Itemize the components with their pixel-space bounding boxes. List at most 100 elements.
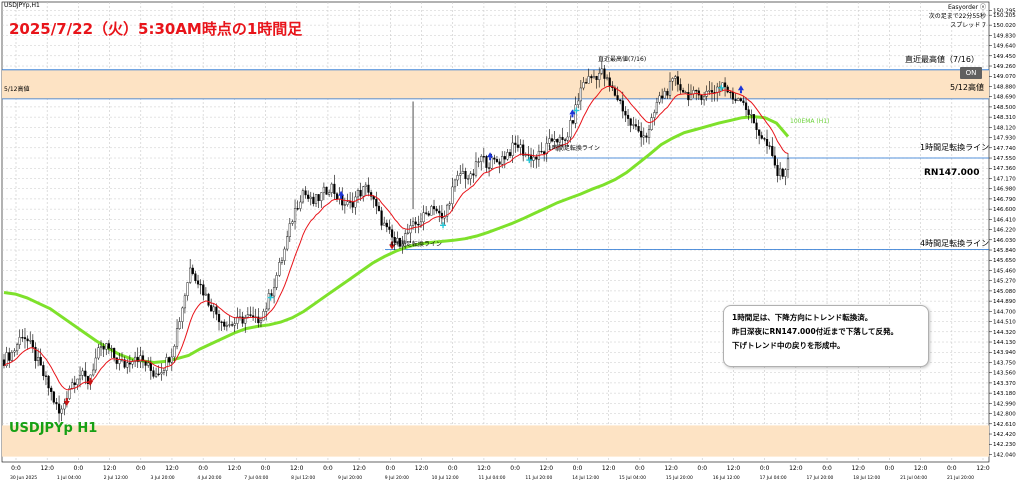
candle [191, 264, 194, 276]
arrow-stem [89, 377, 92, 381]
candle-body [267, 293, 270, 310]
candle-body [47, 375, 50, 389]
candle [136, 347, 139, 368]
hour-tick-label: 0:0 [697, 465, 707, 472]
chart-title: 2025/7/22（火）5:30AM時点の1時間足 [9, 20, 303, 38]
candle [642, 127, 645, 145]
candle [322, 182, 325, 201]
cross-marker-icon [573, 107, 580, 114]
candle-body [558, 137, 561, 143]
date-tick-label: 3 Jul 20:00 [151, 475, 175, 481]
candle-body [393, 237, 396, 243]
candle [414, 217, 417, 234]
candle [97, 344, 100, 360]
candle [582, 76, 585, 91]
candle-body [359, 190, 362, 197]
candle [314, 194, 318, 207]
candle [540, 142, 543, 154]
date-tick-label: 30 Jun 2025 [10, 475, 37, 481]
candle-body [141, 355, 145, 362]
price-tick-label: 145.650 [993, 258, 1016, 264]
candle [585, 78, 588, 84]
price-tick-label: 150.205 [993, 13, 1016, 19]
candle-body [553, 139, 556, 142]
candle-body [752, 114, 756, 124]
candle-body [170, 356, 173, 363]
candle-body [401, 243, 404, 247]
candle-body [152, 370, 155, 377]
candle [280, 257, 284, 265]
candle-body [760, 135, 763, 139]
price-tick-label: 144.320 [993, 330, 1016, 336]
candle-body [472, 173, 475, 176]
candle [624, 106, 627, 122]
candle-body [60, 408, 63, 414]
candle-body [689, 93, 693, 101]
candle-body [600, 68, 603, 74]
candle-body [723, 82, 727, 88]
candle-body [304, 190, 307, 196]
hour-tick-label: 0:0 [635, 465, 645, 472]
candle-body [144, 360, 147, 366]
candle-body [697, 90, 700, 96]
candle-body [432, 206, 436, 210]
candle-body [349, 201, 352, 203]
candle-body [175, 328, 179, 347]
candle-body [299, 201, 302, 209]
candle-body [781, 168, 784, 177]
candle-body [29, 340, 32, 342]
candle-body [674, 76, 677, 79]
candle [21, 329, 24, 342]
candle [640, 122, 643, 147]
candle [29, 331, 32, 345]
candle-body [26, 338, 29, 342]
easyorder-label[interactable]: Easyorder ⓥ [947, 4, 986, 11]
arrow-stem [489, 157, 492, 161]
candle-body [118, 359, 121, 364]
candle-body [545, 143, 548, 154]
hour-tick-label: 0:0 [885, 465, 895, 472]
on-toggle-button[interactable]: ON [960, 67, 982, 79]
candle-body [191, 267, 194, 274]
candle [658, 91, 661, 105]
candle [503, 151, 506, 169]
candle-body [501, 156, 504, 165]
price-tick-label: 145.840 [993, 248, 1016, 254]
trade-info-panel: Easyorder ⓥ 次の足まで22分55秒 スプレッド 7 [929, 3, 986, 30]
candle [47, 375, 50, 396]
candle-body [459, 173, 462, 176]
candle-body [598, 72, 601, 80]
candle-body [650, 117, 653, 130]
date-tick-label: 14 Jul 12:00 [572, 475, 599, 481]
date-tick-label: 4 Jul 20:00 [197, 475, 221, 481]
hour-tick-label: 12:0 [976, 465, 990, 472]
analysis-note-box: 1時間足は、下降方向にトレンド転換済。 昨日深夜にRN147.000付近まで下落… [723, 305, 929, 367]
candle-body [519, 144, 522, 148]
candle [726, 84, 729, 94]
candle-body [293, 208, 297, 222]
candle [31, 334, 34, 354]
hour-tick-label: 0:0 [822, 465, 832, 472]
candle-body [202, 284, 205, 296]
candle [467, 174, 470, 185]
candle-body [8, 352, 11, 361]
candle [246, 307, 249, 319]
candle [388, 219, 391, 234]
candle-body [490, 157, 493, 169]
candle-body [758, 129, 761, 136]
candle-body [307, 194, 310, 199]
candle [333, 174, 336, 200]
candle-body [626, 114, 630, 119]
candle [653, 109, 656, 126]
candle-body [280, 260, 284, 263]
candle-body [556, 139, 559, 143]
candle-body [398, 237, 402, 247]
price-zones [2, 69, 989, 457]
short-ema-line [3, 85, 789, 391]
candle-body [776, 165, 779, 176]
candle-body [63, 403, 66, 410]
candle-body [325, 186, 328, 195]
candle [233, 316, 236, 333]
candle [752, 114, 756, 124]
candle [312, 192, 315, 207]
